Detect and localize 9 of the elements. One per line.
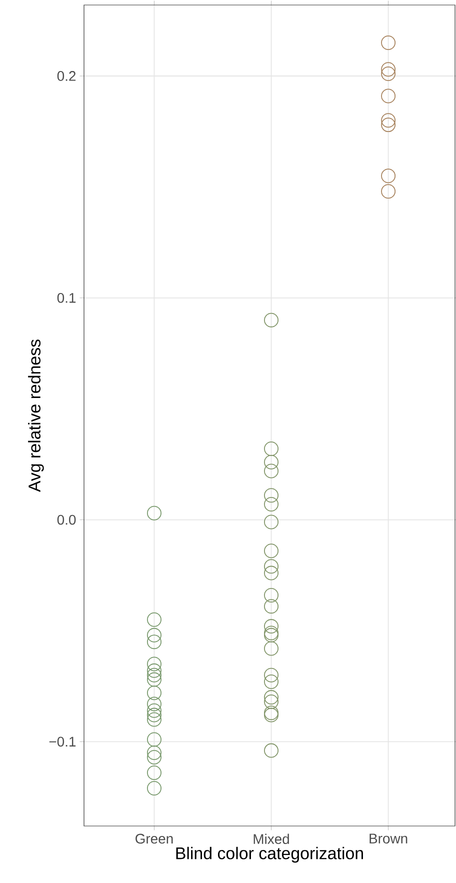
y-tick-label: 0.1 bbox=[57, 292, 76, 303]
x-tick-label: Green bbox=[136, 834, 173, 844]
y-tick-label: 0.2 bbox=[57, 71, 76, 81]
x-tick-label: Brown bbox=[370, 834, 408, 844]
x-tick-label: Mixed bbox=[254, 834, 289, 844]
x-axis-title: Blind color categorization bbox=[176, 846, 363, 863]
y-tick-label: 0.0 bbox=[57, 514, 76, 525]
y-axis-title: Avg relative redness bbox=[28, 340, 44, 492]
y-tick-label: −0.1 bbox=[49, 736, 76, 747]
